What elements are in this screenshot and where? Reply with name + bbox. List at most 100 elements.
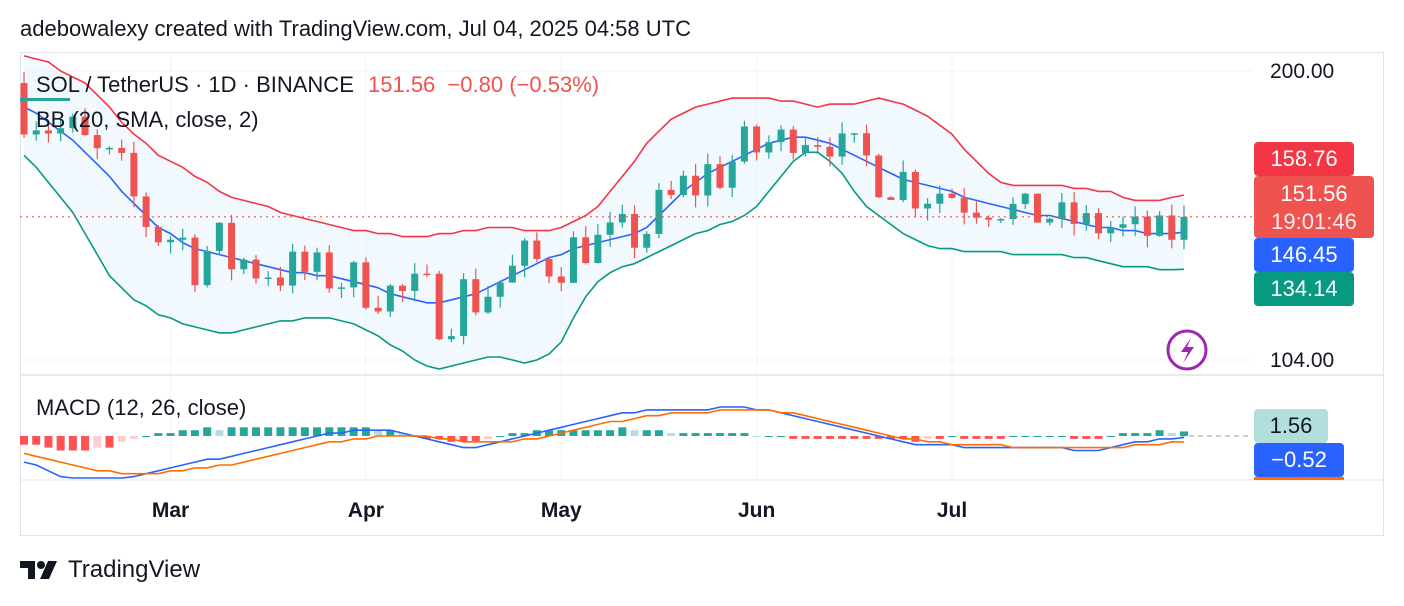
- attribution-text: adebowalexy created with TradingView.com…: [20, 16, 691, 41]
- histogram-bar: [300, 427, 309, 436]
- bollinger-lower-line: [23, 151, 1185, 370]
- candle-body: [44, 130, 52, 134]
- histogram-bar: [581, 430, 590, 436]
- histogram-bar: [496, 436, 505, 437]
- candle-body: [301, 251, 309, 272]
- histogram-bar: [190, 430, 199, 436]
- histogram-bar: [93, 436, 102, 448]
- histogram-bar: [948, 436, 956, 437]
- candle-body: [533, 240, 541, 260]
- candle-body: [337, 287, 345, 289]
- candle-body: [57, 128, 65, 134]
- histogram-bar: [1045, 436, 1054, 437]
- bollinger-band-fill: [24, 55, 1184, 370]
- histogram-bar: [361, 427, 370, 436]
- candle-body: [1156, 215, 1164, 236]
- candle-body: [386, 285, 394, 312]
- candle-body: [972, 212, 980, 218]
- candle-body: [1107, 227, 1115, 234]
- histogram-bar: [20, 436, 28, 445]
- histogram-bar: [654, 430, 663, 436]
- candle-body: [545, 259, 553, 277]
- histogram-bar: [752, 436, 761, 437]
- histogram-bar: [899, 436, 908, 439]
- candle-body: [1143, 216, 1151, 236]
- histogram-bar: [471, 436, 480, 442]
- macd-legend[interactable]: MACD (12, 26, close): [36, 395, 247, 420]
- histogram-bar: [166, 433, 175, 436]
- candle-body: [887, 197, 895, 200]
- last-price-value: 151.56: [368, 72, 436, 97]
- histogram-bar: [386, 430, 395, 436]
- histogram-bar: [435, 436, 444, 439]
- histogram-badge: 1.56: [1254, 409, 1328, 443]
- candle-body: [508, 265, 516, 283]
- candlesticks: [20, 71, 1188, 345]
- histogram-bar: [972, 436, 981, 439]
- symbol-name: SOL / TetherUS · 1D · BINANCE: [36, 72, 354, 97]
- lightning-icon[interactable]: [1166, 329, 1208, 371]
- candle-body: [985, 217, 993, 220]
- histogram-bar: [252, 427, 260, 436]
- histogram-bar: [276, 427, 285, 436]
- candle-body: [289, 251, 297, 286]
- histogram-bar: [801, 436, 810, 439]
- histogram-bar: [264, 427, 273, 436]
- candle-body: [1095, 213, 1103, 234]
- histogram-bar: [313, 427, 322, 436]
- histogram-bar: [874, 436, 883, 439]
- bb-lower-badge: 134.14: [1254, 272, 1354, 306]
- histogram-bar: [1033, 436, 1042, 437]
- candle-body: [850, 133, 858, 135]
- candle-body: [32, 130, 40, 135]
- candle-body: [496, 282, 504, 297]
- candle-body: [264, 277, 272, 279]
- histogram-bar: [691, 433, 700, 436]
- candle-body: [716, 164, 724, 188]
- price-countdown-badge: 151.56 19:01:46: [1254, 176, 1374, 238]
- candle-body: [801, 145, 809, 153]
- footer-brand[interactable]: TradingView: [20, 556, 200, 584]
- symbol-legend[interactable]: SOL / TetherUS · 1D · BINANCE 151.56 −0.…: [36, 72, 599, 98]
- candle-body: [777, 129, 785, 143]
- candle-body: [753, 126, 761, 153]
- candle-body: [167, 239, 175, 243]
- bollinger-upper-line: [23, 55, 1185, 238]
- histogram-bar: [935, 436, 944, 439]
- bb-legend[interactable]: BB (20, SMA, close, 2): [36, 107, 259, 132]
- candle-body: [191, 237, 199, 286]
- histogram-bar: [288, 427, 297, 436]
- month-tick-label: Apr: [348, 499, 384, 522]
- candle-body: [325, 252, 333, 289]
- candle-body: [594, 234, 602, 264]
- candle-body: [1119, 224, 1127, 228]
- candle-body: [997, 219, 1005, 221]
- histogram-bar: [703, 433, 712, 436]
- histogram-bar: [789, 436, 798, 439]
- candle-body: [411, 273, 419, 291]
- histogram-bar: [484, 436, 492, 439]
- candle-body: [643, 233, 651, 248]
- price-badge-value: 151.56: [1280, 181, 1348, 206]
- histogram-bar: [825, 436, 834, 439]
- histogram-bar: [1106, 436, 1115, 437]
- histogram-bar: [325, 427, 334, 436]
- histogram-bar: [1155, 430, 1164, 436]
- candle-body: [130, 152, 138, 197]
- candle-body: [692, 175, 700, 196]
- candle-body: [936, 193, 944, 204]
- histogram-bar: [105, 436, 114, 448]
- histogram-bar: [203, 427, 212, 436]
- histogram-bar: [850, 436, 859, 439]
- histogram-bar: [960, 436, 969, 439]
- histogram-bar: [1167, 433, 1176, 436]
- candle-body: [814, 145, 822, 147]
- candle-body: [252, 259, 260, 279]
- histogram-bar: [728, 433, 737, 436]
- price-tick-label: 104.00: [1270, 349, 1334, 372]
- chart-frame[interactable]: [20, 52, 1384, 536]
- histogram-bar: [56, 436, 65, 451]
- histogram-bar: [1131, 433, 1140, 436]
- candle-body: [667, 189, 675, 196]
